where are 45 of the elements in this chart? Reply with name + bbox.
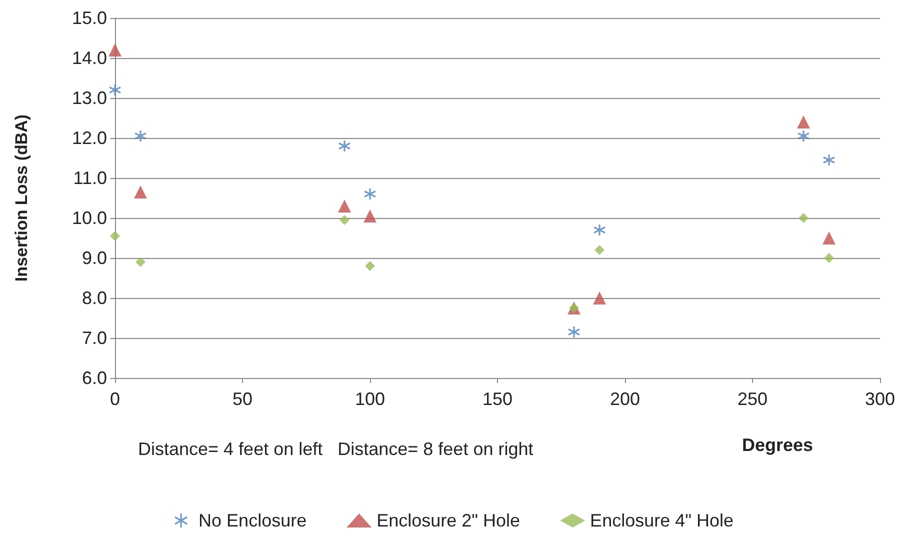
point (364, 210, 376, 222)
point (594, 245, 604, 255)
point (798, 213, 808, 223)
y-tick-label: 14.0 (72, 48, 107, 68)
legend-label: No Enclosure (198, 510, 307, 530)
point (364, 188, 376, 200)
point (108, 44, 122, 56)
point (108, 84, 122, 96)
point (822, 232, 836, 244)
x-tick-label: 300 (864, 389, 896, 409)
point (822, 154, 836, 166)
x-tick-label: 0 (110, 389, 120, 409)
point (134, 130, 147, 142)
point (797, 116, 810, 128)
point (110, 231, 120, 241)
point (338, 200, 351, 212)
point (338, 140, 351, 152)
legend-label: Enclosure 2" Hole (376, 510, 520, 530)
y-tick-label: 11.0 (73, 168, 107, 188)
y-axis-title: Insertion Loss (dBA) (12, 114, 31, 282)
x-tick-label: 150 (482, 389, 513, 409)
point (797, 130, 810, 142)
y-tick-label: 7.0 (82, 328, 107, 348)
x-axis-title: Degrees (742, 435, 814, 455)
text: Distance= 4 feet on left Distance= 8 feet on right (138, 439, 534, 459)
legend-label: Enclosure 4" Hole (590, 510, 734, 530)
point (136, 257, 146, 267)
point (340, 215, 350, 225)
point (568, 326, 580, 338)
point (134, 186, 147, 198)
y-tick-label: 6.0 (82, 368, 107, 388)
point (593, 292, 606, 304)
x-tick-label: 250 (737, 389, 768, 409)
y-tick-label: 13.0 (72, 88, 107, 108)
x-tick-label: 50 (232, 389, 253, 409)
point (593, 224, 606, 236)
x-tick-label: 100 (354, 389, 386, 409)
y-tick-label: 8.0 (82, 288, 107, 308)
point (365, 261, 375, 271)
y-tick-label: 9.0 (82, 248, 107, 268)
y-tick-label: 10.0 (72, 208, 107, 228)
x-tick-label: 200 (610, 389, 640, 409)
point (824, 253, 834, 263)
y-tick-label: 15.0 (72, 8, 107, 28)
y-tick-label: 12.0 (72, 128, 107, 148)
